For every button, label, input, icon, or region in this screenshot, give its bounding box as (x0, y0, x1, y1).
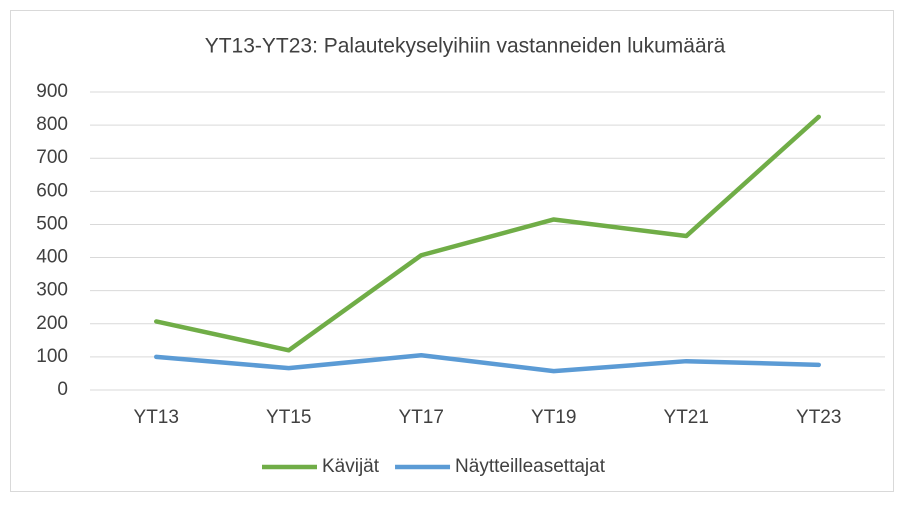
y-tick-label: 900 (36, 81, 68, 102)
y-tick-label: 200 (36, 313, 68, 334)
y-tick-label: 0 (57, 379, 68, 400)
x-tick-label: YT19 (531, 407, 576, 428)
line-series (154, 352, 821, 374)
y-tick-label: 400 (36, 247, 68, 268)
legend-label: Kävijät (322, 456, 380, 477)
x-tick-label: YT23 (796, 407, 841, 428)
x-tick-label: YT17 (399, 407, 444, 428)
y-tick-label: 100 (36, 346, 68, 367)
y-tick-label: 500 (36, 213, 68, 234)
y-tick-label: 800 (36, 114, 68, 135)
y-tick-label: 700 (36, 147, 68, 168)
x-tick-label: YT21 (664, 407, 709, 428)
y-tick-label: 600 (36, 180, 68, 201)
x-tick-label: YT15 (266, 407, 311, 428)
y-tick-label: 300 (36, 280, 68, 301)
legend-label: Näytteilleasettajat (455, 456, 606, 477)
chart-title: YT13-YT23: Palautekyselyihiin vastanneid… (205, 35, 726, 58)
chart-frame (10, 10, 894, 492)
x-tick-label: YT13 (134, 407, 179, 428)
line-series (154, 114, 821, 353)
